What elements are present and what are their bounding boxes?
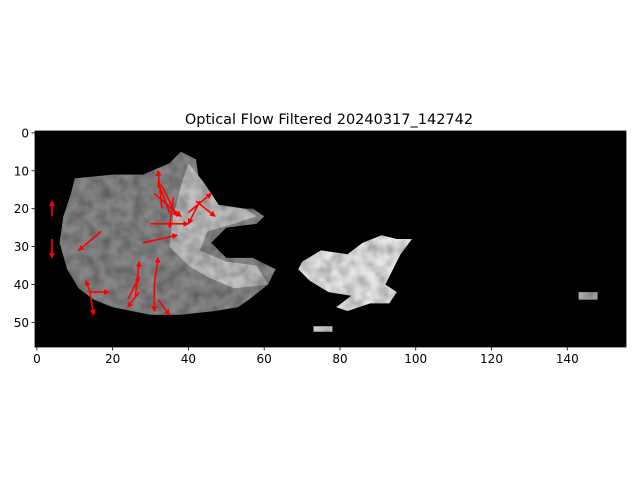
x-axis-ticks: 0 20 40 60 80 100 120 140 (33, 347, 579, 366)
image-region-central-cloud (298, 235, 412, 311)
flow-vectors (49, 169, 216, 316)
flow-vector-6 (155, 169, 163, 209)
chart-title: Optical Flow Filtered 20240317_142742 (185, 112, 473, 128)
flow-vector-14 (195, 200, 216, 217)
image-region-central-cloud-fragment (313, 326, 333, 332)
y-axis-ticks: 0 10 20 30 40 50 (14, 126, 35, 330)
flow-vector-4 (89, 291, 96, 316)
image-region-east-speck (578, 292, 598, 300)
y-tick-label: 50 (14, 316, 29, 330)
flow-vector-12 (187, 192, 212, 214)
flow-vector-19 (153, 256, 161, 285)
flow-vector-15 (142, 233, 179, 244)
flow-vector-10 (153, 192, 182, 217)
flow-vector-21 (157, 299, 171, 316)
x-tick-label: 0 (33, 352, 41, 366)
flow-vector-5 (84, 279, 91, 293)
flow-vector-2 (77, 230, 102, 252)
x-tick-label: 20 (105, 352, 120, 366)
flow-vector-13 (187, 200, 201, 225)
x-tick-label: 80 (332, 352, 347, 366)
axes-frame (34, 130, 627, 348)
flow-vector-7 (157, 181, 171, 213)
x-tick-label: 60 (257, 352, 272, 366)
flow-vector-8 (167, 197, 175, 229)
image-regions (59, 151, 598, 332)
image-region-west-cloud-bright (169, 163, 268, 289)
y-tick-label: 20 (14, 202, 29, 216)
x-tick-label: 40 (181, 352, 196, 366)
flow-vector-18 (127, 291, 140, 308)
y-tick-label: 10 (14, 164, 29, 178)
y-tick-label: 30 (14, 240, 29, 254)
flow-vector-17 (127, 276, 140, 300)
x-tick-label: 140 (556, 352, 579, 366)
y-tick-label: 40 (14, 278, 29, 292)
x-tick-label: 120 (480, 352, 503, 366)
y-tick-label: 0 (21, 126, 29, 140)
x-tick-label: 100 (404, 352, 427, 366)
